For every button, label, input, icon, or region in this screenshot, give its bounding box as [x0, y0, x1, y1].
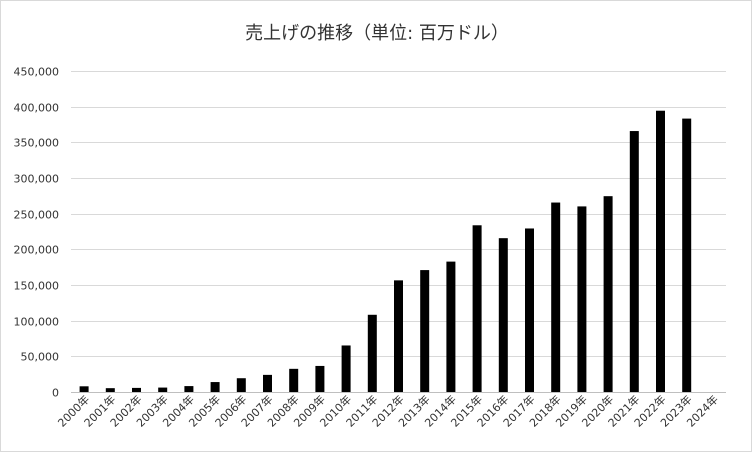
- bar-2005年: [210, 382, 220, 392]
- bar-2006年: [236, 378, 246, 392]
- bar-2018年: [551, 202, 561, 392]
- bar-2022年: [656, 110, 665, 392]
- bar-2008年: [289, 368, 299, 392]
- bar-2013年: [420, 270, 430, 392]
- chart-title: 売上げの推移（単位: 百万ドル）: [245, 23, 509, 44]
- bar-2019年: [577, 206, 587, 392]
- bar-2001年: [105, 388, 115, 392]
- y-tick-label: 400,000: [14, 102, 60, 115]
- bar-2010年: [341, 345, 351, 392]
- bar-2020年: [603, 196, 613, 392]
- bar-2017年: [525, 228, 534, 392]
- bar-2003年: [158, 387, 168, 392]
- bar-2000年: [79, 386, 89, 392]
- y-tick-label: 450,000: [14, 66, 60, 79]
- bar-2016年: [498, 238, 508, 392]
- bar-2014年: [446, 261, 456, 392]
- bar-2015年: [472, 225, 482, 392]
- y-tick-label: 250,000: [14, 209, 60, 222]
- bar-2007年: [263, 374, 272, 392]
- bar-2011年: [367, 314, 377, 392]
- y-tick-label: 0: [52, 387, 59, 400]
- bar-2002年: [132, 387, 141, 392]
- bar-2023年: [682, 118, 692, 393]
- y-tick-label: 350,000: [14, 137, 60, 150]
- bar-2021年: [629, 131, 639, 392]
- y-tick-label: 150,000: [14, 280, 60, 293]
- y-tick-label: 200,000: [14, 244, 60, 257]
- bar-2012年: [394, 280, 403, 392]
- y-tick-label: 50,000: [21, 351, 60, 364]
- y-tick-label: 300,000: [14, 173, 60, 186]
- bar-2004年: [184, 386, 194, 392]
- y-tick-label: 100,000: [14, 316, 60, 329]
- bar-2009年: [315, 365, 325, 392]
